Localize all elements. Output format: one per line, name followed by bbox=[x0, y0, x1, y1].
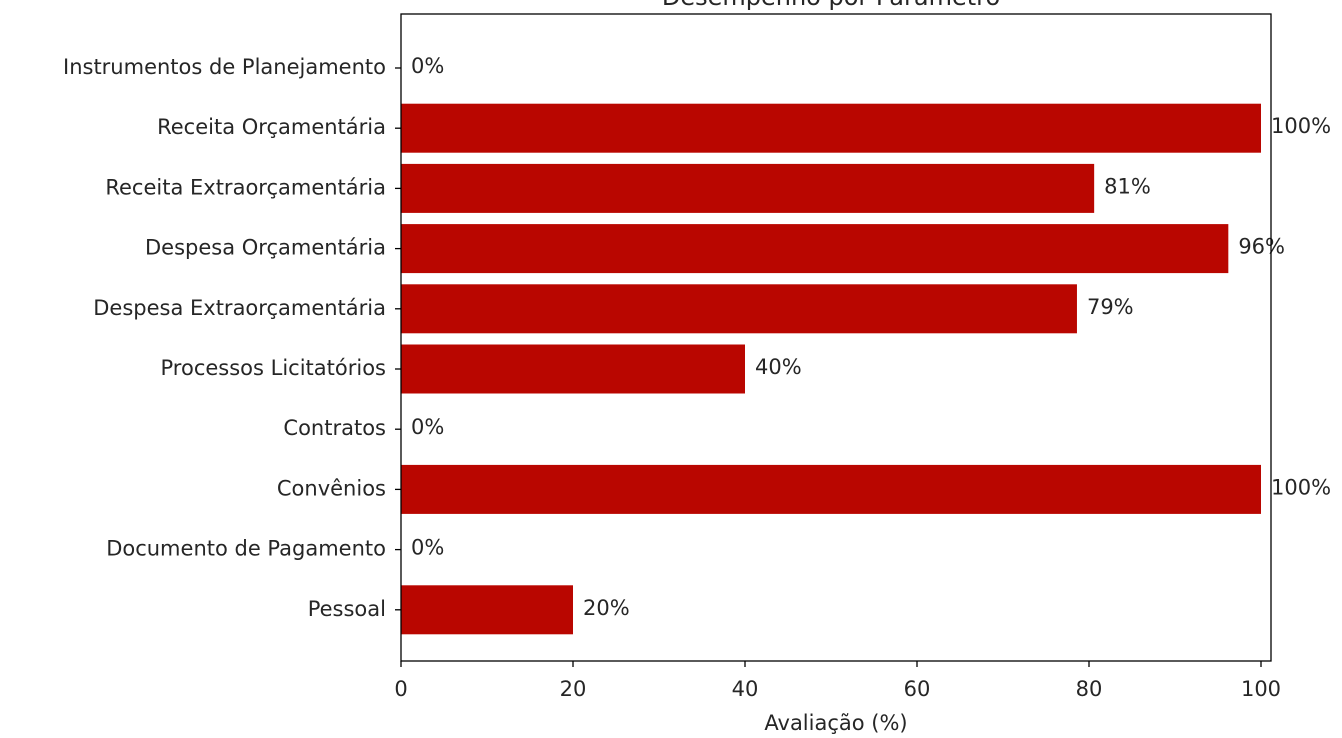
data-labels-layer: 0% 100% 81% 96% 79% 40% 0% 100% 0% 20% bbox=[411, 54, 1331, 620]
data-label: 20% bbox=[583, 596, 630, 620]
data-label: 100% bbox=[1271, 114, 1331, 138]
category-label: Receita Extraorçamentária bbox=[105, 175, 386, 199]
category-label: Convênios bbox=[277, 476, 386, 500]
category-label: Receita Orçamentária bbox=[157, 115, 386, 139]
category-label: Despesa Extraorçamentária bbox=[93, 296, 386, 320]
data-label: 96% bbox=[1238, 235, 1285, 259]
bar-2 bbox=[401, 103, 1261, 153]
bar-8 bbox=[401, 464, 1261, 514]
bars-layer bbox=[401, 103, 1261, 635]
x-tick-label: 0 bbox=[394, 677, 407, 701]
data-label: 0% bbox=[411, 415, 444, 439]
bar-3 bbox=[401, 163, 1095, 213]
x-tick-label: 20 bbox=[560, 677, 587, 701]
x-axis: 0 20 40 60 80 100 bbox=[394, 661, 1281, 701]
data-label: 0% bbox=[411, 54, 444, 78]
category-label: Pessoal bbox=[308, 597, 386, 621]
x-tick-label: 80 bbox=[1076, 677, 1103, 701]
x-tick-label: 40 bbox=[732, 677, 759, 701]
data-label: 40% bbox=[755, 355, 802, 379]
data-label: 100% bbox=[1271, 475, 1331, 499]
category-label: Processos Licitatórios bbox=[161, 356, 386, 380]
x-tick-label: 60 bbox=[904, 677, 931, 701]
bar-10 bbox=[401, 585, 573, 635]
bar-4 bbox=[401, 224, 1229, 274]
category-label: Documento de Pagamento bbox=[106, 537, 386, 561]
plot-frame bbox=[400, 13, 1272, 662]
x-tick-label: 100 bbox=[1241, 677, 1281, 701]
category-label: Contratos bbox=[283, 416, 386, 440]
category-label: Despesa Orçamentária bbox=[145, 236, 386, 260]
data-label: 0% bbox=[411, 536, 444, 560]
data-label: 81% bbox=[1104, 174, 1151, 198]
data-label: 79% bbox=[1087, 295, 1134, 319]
bar-6 bbox=[401, 344, 745, 394]
bar-5 bbox=[401, 284, 1077, 334]
chart-title: Desempenho por Parâmetro bbox=[662, 0, 1000, 11]
category-label: Instrumentos de Planejamento bbox=[63, 55, 386, 79]
x-axis-label: Avaliação (%) bbox=[764, 711, 907, 735]
y-axis: Instrumentos de Planejamento Receita Orça… bbox=[63, 55, 401, 621]
